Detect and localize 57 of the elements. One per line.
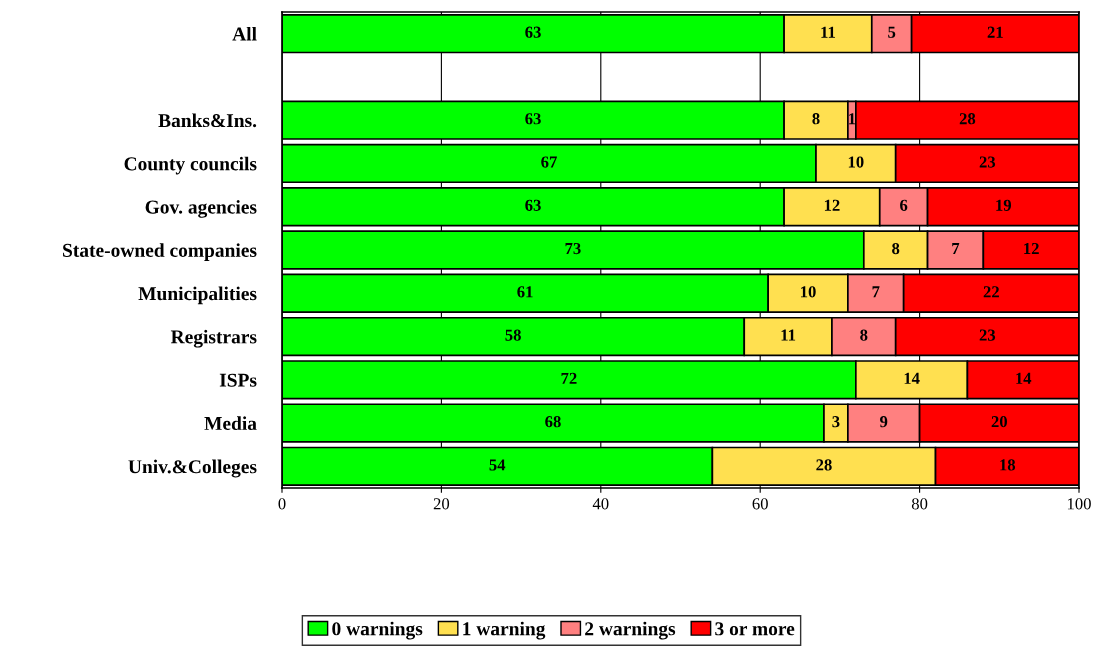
data-label: 14 [1016,372,1032,384]
data-label: 8 [860,329,868,341]
data-label: 20 [991,416,1007,428]
y-tick-label: Registrars [170,329,257,348]
data-label: 73 [565,242,581,255]
data-label: 5 [888,26,896,38]
data-label: 28 [959,113,976,125]
data-label: 63 [525,113,541,125]
y-tick-label: Univ.&Colleges [128,459,257,478]
data-label: 1 [849,113,856,125]
data-label: 11 [821,26,835,38]
data-label: 68 [545,416,561,428]
y-tick-label: County councils [124,156,257,175]
x-tick-label: 100 [1067,498,1091,510]
x-tick-label: 80 [911,498,928,510]
data-label: 54 [489,459,506,471]
x-tick-label: 60 [752,498,768,510]
data-label: 63 [525,199,541,211]
data-label: 23 [979,156,996,168]
data-label: 18 [1000,459,1016,471]
data-label: 11 [781,329,796,341]
data-label: 21 [987,26,1003,38]
data-label: 12 [1024,242,1039,255]
y-tick-label: Banks&Ins. [158,113,257,128]
x-tick-label: 20 [433,498,450,510]
legend-label: 2 warnings [585,621,676,640]
data-label: 22 [983,286,999,298]
data-label: 14 [904,372,920,384]
data-label: 8 [892,242,900,255]
y-tick-label: Media [204,416,257,431]
y-tick-label: ISPs [219,373,257,387]
y-tick-label: State-owned companies [63,243,257,261]
legend-label: 1 warning [463,621,546,640]
data-label: 9 [880,416,888,428]
data-label: 12 [824,199,840,211]
data-label: 7 [952,243,960,255]
x-tick-label: 40 [592,498,609,510]
data-label: 10 [848,156,864,168]
y-tick-label: Municipalities [138,286,257,305]
data-label: 28 [816,459,832,471]
legend-label: 0 warnings [332,621,423,640]
data-label: 6 [900,199,908,211]
y-tick-label: Gov. agencies [145,199,257,218]
data-label: 61 [517,286,533,298]
data-label: 67 [541,156,557,168]
data-label: 72 [561,372,577,384]
data-label: 23 [979,329,996,341]
data-label: 58 [505,329,521,341]
data-label: 19 [996,199,1012,211]
data-label: 10 [801,286,816,298]
y-tick-label: All [232,26,257,41]
data-label: 8 [812,113,820,125]
data-label: 3 [832,416,840,428]
x-tick-label: 0 [278,498,286,510]
data-label: 63 [525,26,541,38]
data-label: 7 [872,286,880,298]
legend-label: 3 or more [715,622,795,636]
